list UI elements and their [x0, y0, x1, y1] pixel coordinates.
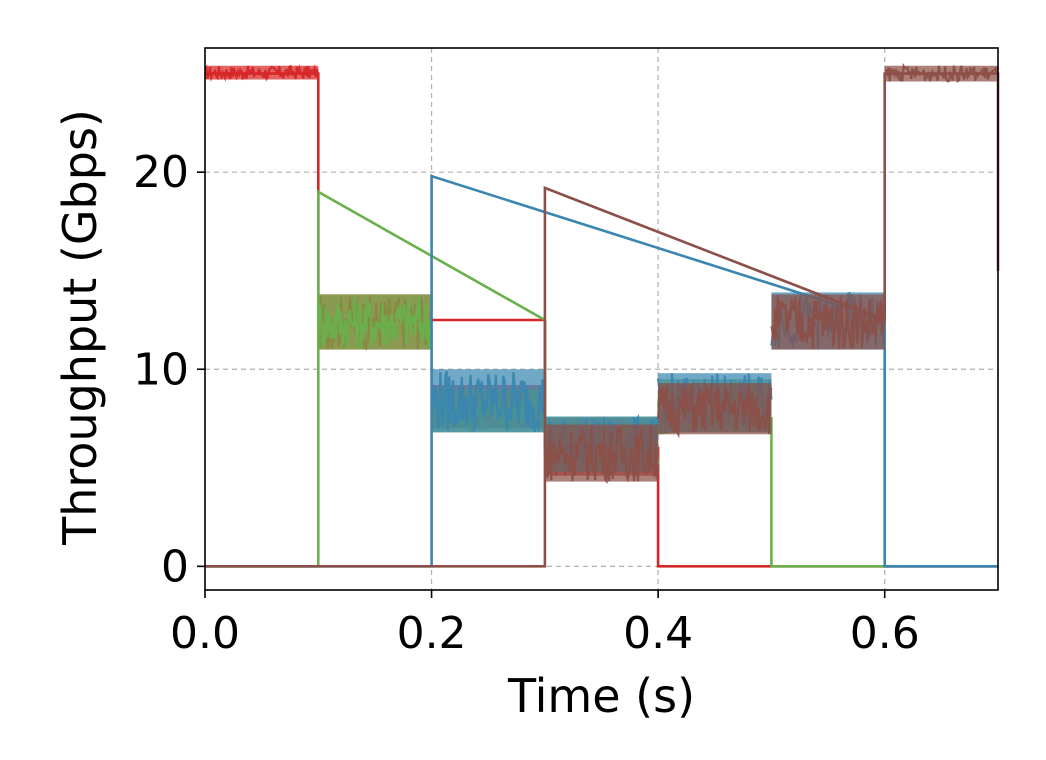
- y-axis-label: Throughput (Gbps): [53, 109, 107, 546]
- series-3-line: [205, 174, 998, 568]
- series-2: [205, 189, 998, 568]
- y-tick-label: 20: [133, 147, 189, 198]
- series-4-band-fill: [771, 294, 885, 350]
- series-4-band-fill: [658, 383, 772, 435]
- series-2-line: [205, 189, 998, 568]
- y-tick-label: 0: [161, 541, 189, 592]
- ticks: 0.0 0.2 0.4 0.6 0 10 20: [133, 147, 920, 659]
- x-tick-label: 0.4: [623, 608, 693, 659]
- x-tick-label: 0.0: [170, 608, 240, 659]
- plot-frame: [204, 47, 999, 591]
- x-tick-label: 0.6: [850, 608, 920, 659]
- y-tick-label: 10: [133, 344, 189, 395]
- x-axis-label: Time (s): [507, 669, 695, 723]
- series-3: [205, 174, 998, 568]
- series-layer: [204, 62, 1000, 568]
- series-3-band-fill: [431, 369, 545, 433]
- series-2-band-fill: [318, 294, 432, 350]
- series-4-band-fill: [544, 424, 659, 482]
- x-tick-label: 0.2: [397, 608, 467, 659]
